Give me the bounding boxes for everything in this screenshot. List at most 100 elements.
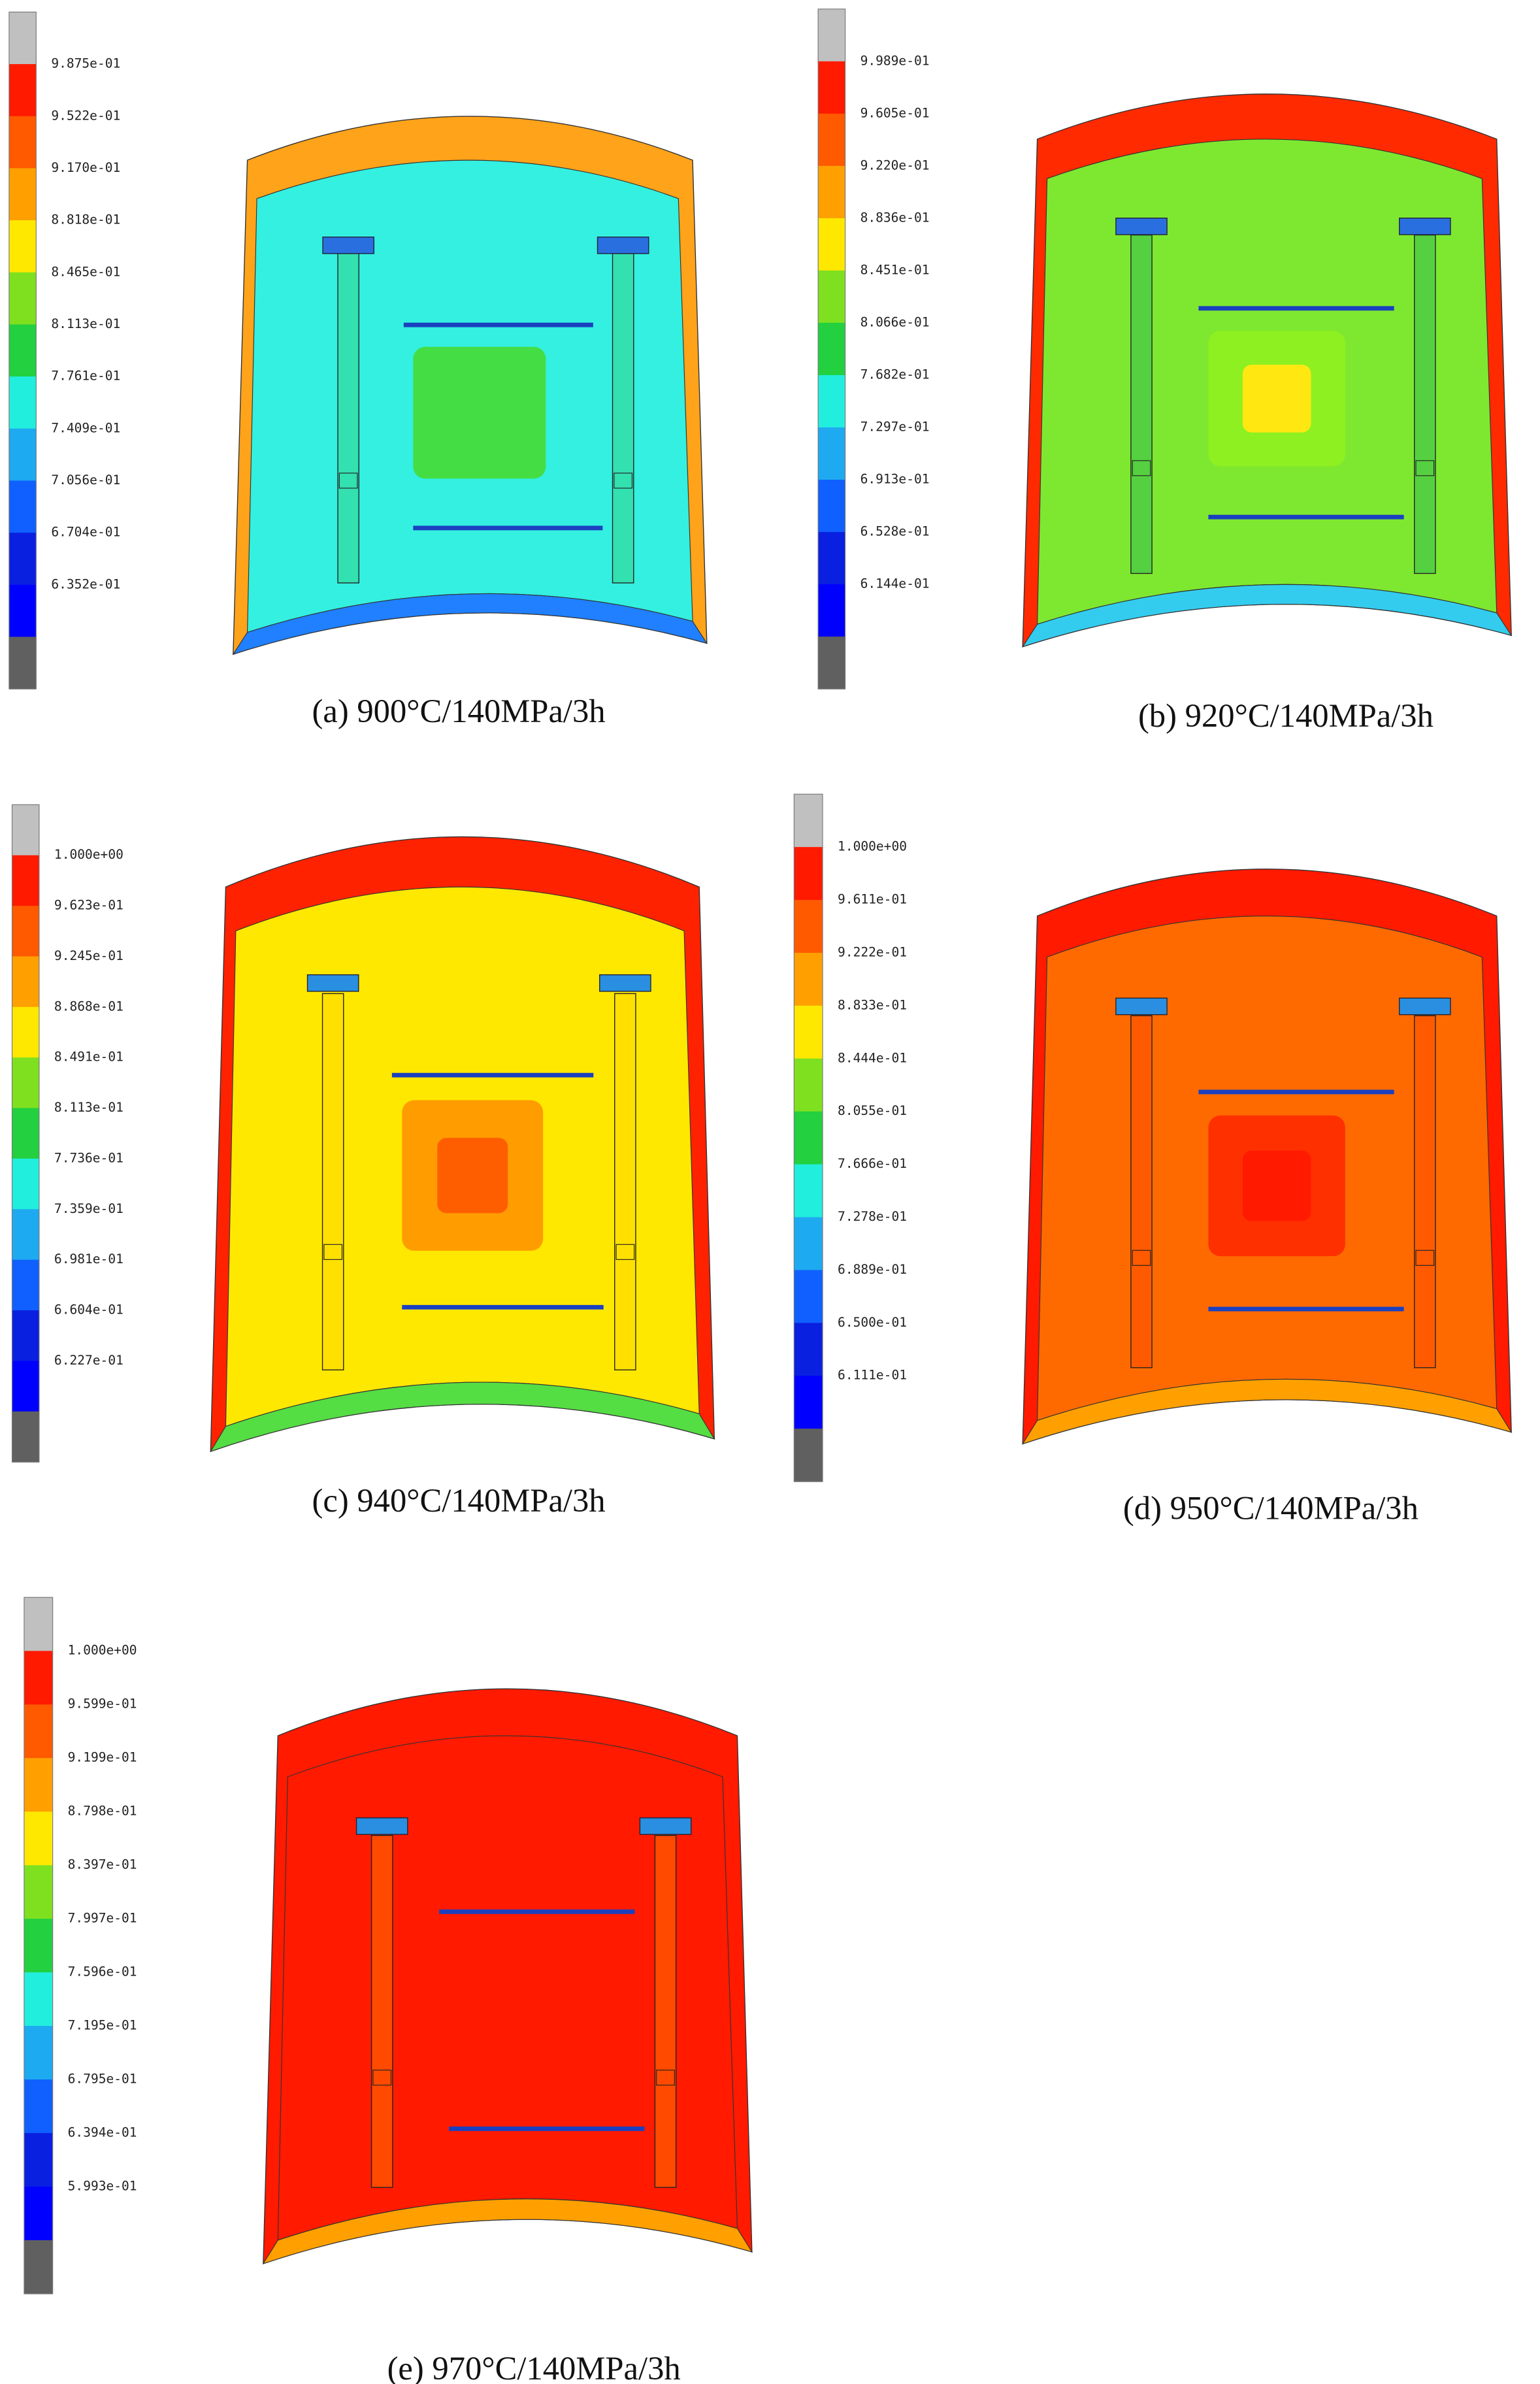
legend-label: 6.913e-01 (860, 472, 930, 487)
stiffener (1414, 1015, 1436, 1368)
legend-swatch (24, 2240, 53, 2294)
legend-swatch (24, 2026, 53, 2080)
legend-label: 7.761e-01 (51, 369, 120, 384)
legend-label: 7.736e-01 (54, 1150, 123, 1165)
legend-swatch (12, 1209, 39, 1261)
legend-swatch (12, 804, 39, 856)
legend-label: 1.000e+00 (838, 839, 907, 854)
stiffener (612, 253, 634, 584)
legend-swatch (12, 1411, 39, 1463)
stiffener-block (1415, 1250, 1435, 1266)
legend-label: 8.113e-01 (51, 316, 120, 331)
legend-label: 6.500e-01 (838, 1315, 907, 1330)
legend-swatch (8, 220, 37, 273)
legend-swatch (8, 168, 37, 221)
legend-label: 8.836e-01 (860, 210, 930, 225)
legend-frame (24, 1597, 54, 2294)
legend-swatch (794, 1164, 823, 1218)
legend-label: 1.000e+00 (68, 1643, 137, 1658)
stiffener-block (372, 2070, 392, 2086)
legend-label: 9.245e-01 (54, 948, 123, 963)
legend-label: 9.611e-01 (838, 892, 907, 907)
stiffener-tab (597, 237, 649, 254)
legend-swatch (794, 952, 823, 1006)
legend-frame (11, 804, 40, 1463)
legend-swatch (818, 480, 845, 533)
legend-label: 9.199e-01 (68, 1750, 137, 1765)
legend-label: 6.795e-01 (68, 2072, 137, 2087)
legend-label: 9.605e-01 (860, 105, 930, 120)
legend-swatch (794, 1429, 823, 1482)
stiffener-tab (306, 974, 359, 992)
legend-swatch (818, 322, 845, 376)
legend-swatch (818, 61, 845, 114)
legend-label: 9.875e-01 (51, 56, 120, 71)
legend-swatch (8, 272, 37, 325)
center-core (437, 1138, 508, 1214)
legend-label: 6.352e-01 (51, 576, 120, 591)
legend-label: 8.833e-01 (838, 997, 907, 1012)
legend-swatch (794, 1270, 823, 1324)
legend-swatch (12, 855, 39, 906)
center-core (1242, 1150, 1311, 1221)
panel: 1.000e+00 9.599e-01 9.199e-01 8.798e-01 8.39… (24, 1597, 753, 2384)
shell-base (232, 593, 708, 655)
shell-base (209, 1382, 715, 1453)
center-core (1242, 365, 1311, 433)
stiffener-block (615, 1244, 635, 1260)
legend-label: 7.359e-01 (54, 1201, 123, 1216)
legend-label: 6.981e-01 (54, 1251, 123, 1266)
legend-swatch (12, 1108, 39, 1159)
stiffener (1130, 234, 1153, 574)
legend-label: 6.704e-01 (51, 525, 120, 540)
legend-label: 8.055e-01 (838, 1103, 907, 1118)
legend-swatch (794, 1058, 823, 1112)
legend-swatch (794, 1217, 823, 1271)
legend-swatch (818, 113, 845, 167)
legend-label: 7.666e-01 (838, 1156, 907, 1171)
panel: 1.000e+00 9.611e-01 9.222e-01 8.833e-01 8.44… (793, 793, 1513, 1527)
legend-swatch (818, 374, 845, 428)
legend-swatch (818, 532, 845, 585)
stiffener (1414, 234, 1436, 574)
stiffener-tab (639, 1817, 692, 1835)
stiffener-tab (1115, 218, 1168, 235)
legend-label: 9.599e-01 (68, 1697, 137, 1712)
caption: (b) 920°C/140MPa/3h (1138, 697, 1434, 734)
shell-base (1021, 1378, 1513, 1445)
legend-swatch (24, 2186, 53, 2241)
legend-swatch (818, 584, 845, 637)
legend-label: 6.144e-01 (860, 576, 930, 591)
legend-swatch (794, 1005, 823, 1059)
legend-swatch (794, 900, 823, 953)
legend-swatch (24, 1919, 53, 1973)
stiffener-block (1415, 460, 1435, 476)
stiffener-block (338, 472, 358, 489)
legend-swatch (24, 1651, 53, 1705)
legend-label: 9.170e-01 (51, 160, 120, 175)
legend-swatch (24, 2132, 53, 2187)
legend-swatch (12, 1057, 39, 1109)
panel: 9.875e-01 9.522e-01 9.170e-01 8.818e-01 8.46… (8, 11, 708, 729)
shell-base (262, 2198, 753, 2264)
legend-swatch (24, 1972, 53, 2027)
legend-swatch (12, 956, 39, 1008)
legend-swatch (818, 637, 845, 689)
stiffener-block (614, 472, 633, 489)
legend-label: 9.522e-01 (51, 108, 120, 123)
stiffener-tab (322, 237, 374, 254)
legend-label: 6.528e-01 (860, 524, 930, 539)
stiffener-tab (1399, 997, 1451, 1016)
legend-swatch (24, 1704, 53, 1759)
legend-swatch (8, 480, 37, 533)
legend-label: 8.465e-01 (51, 264, 120, 279)
stiffener (1130, 1015, 1153, 1368)
legend-swatch (24, 1758, 53, 1812)
legend-swatch (794, 1111, 823, 1165)
legend-label: 8.798e-01 (68, 1804, 137, 1819)
legend-swatch (24, 1812, 53, 1866)
legend-label: 8.066e-01 (860, 314, 930, 329)
legend-label: 6.111e-01 (838, 1368, 907, 1383)
caption: (d) 950°C/140MPa/3h (1123, 1490, 1418, 1527)
